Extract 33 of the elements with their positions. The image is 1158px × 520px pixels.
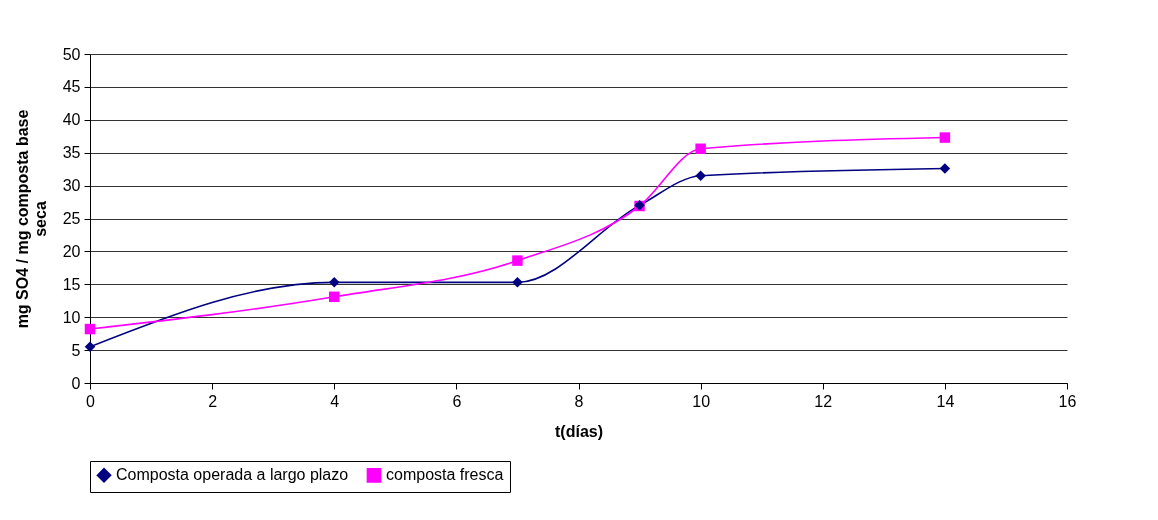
- legend-label: composta fresca: [386, 466, 504, 484]
- point: [329, 291, 340, 303]
- x-tick-label: 10: [692, 392, 711, 410]
- y-tick-label: 10: [62, 308, 81, 326]
- point: [512, 277, 523, 288]
- y-tick-label: 15: [62, 275, 81, 293]
- y-tick-label: 20: [62, 242, 81, 260]
- y-tick-label: 40: [62, 111, 81, 129]
- y-tick-label: 50: [62, 45, 81, 63]
- x-axis-title: t(días): [555, 422, 603, 440]
- point: [939, 163, 951, 174]
- point: [695, 170, 706, 181]
- x-tick-label: 2: [208, 392, 218, 410]
- y-tick-label: 5: [71, 341, 81, 359]
- y-tick-label: 0: [71, 374, 81, 392]
- point: [512, 255, 523, 266]
- x-tick-label: 8: [574, 392, 584, 410]
- x-tick-label: 14: [936, 392, 955, 410]
- point: [84, 323, 96, 335]
- point: [695, 143, 706, 154]
- x-tick-label: 6: [452, 392, 462, 410]
- y-tick-label: 30: [62, 177, 81, 195]
- legend-label: Composta operada a largo plazo: [116, 466, 349, 484]
- y-tick-label: 25: [62, 210, 81, 227]
- y-tick-label: 35: [62, 144, 81, 162]
- x-tick-label: 0: [86, 392, 96, 410]
- y-axis-title: mg SO4 / mg composta base seca: [13, 109, 49, 329]
- y-tick-label: 45: [62, 78, 81, 96]
- x-tick-label: 16: [1058, 392, 1077, 410]
- point: [329, 277, 340, 288]
- x-tick-label: 12: [814, 392, 833, 410]
- x-tick-label: 4: [330, 392, 340, 410]
- point: [939, 132, 951, 143]
